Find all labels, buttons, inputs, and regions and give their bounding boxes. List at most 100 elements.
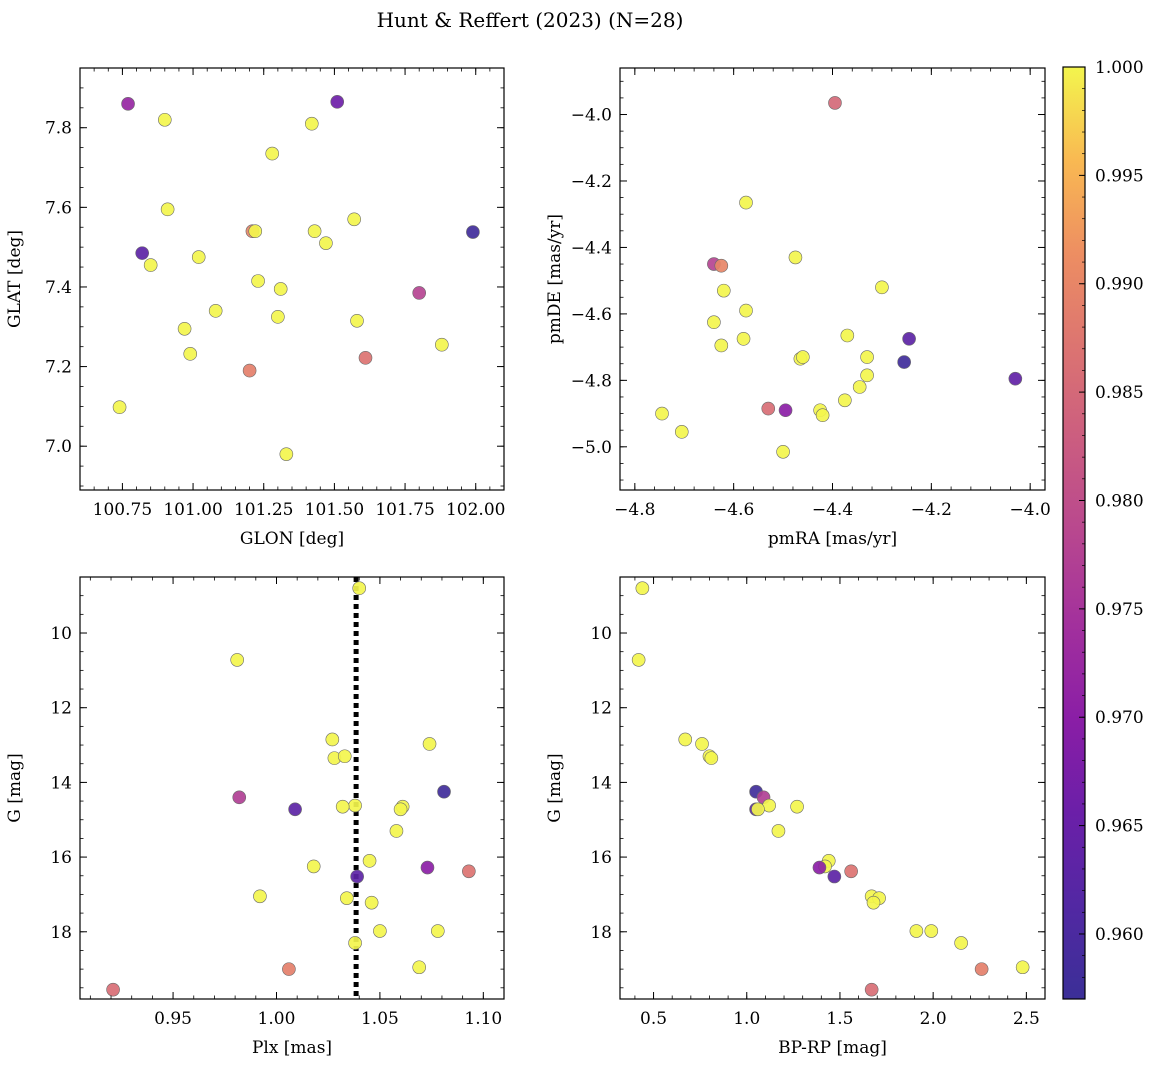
data-point xyxy=(112,400,127,414)
x-tick-label: 101.00 xyxy=(163,500,222,520)
x-tick-label: 1.5 xyxy=(826,1009,853,1029)
data-point xyxy=(242,363,257,378)
y-tick-label: 7.0 xyxy=(45,437,72,457)
data-point xyxy=(631,653,646,667)
data-point xyxy=(778,403,793,418)
data-point xyxy=(736,332,751,346)
data-point xyxy=(143,258,158,272)
data-point xyxy=(866,895,881,910)
data-point xyxy=(350,314,364,328)
x-tick-label: 2.5 xyxy=(1013,1009,1040,1029)
data-point xyxy=(815,408,830,423)
data-point xyxy=(695,737,709,751)
data-point xyxy=(909,924,924,938)
data-point xyxy=(704,751,719,765)
data-point xyxy=(348,936,362,950)
data-point xyxy=(393,802,408,817)
data-point xyxy=(412,960,427,975)
colorbar: 0.960 0.965 0.970 0.975 0.980 0.985 0.990 0.995… xyxy=(1062,58,1144,1000)
y-tick-label: 10 xyxy=(50,624,72,644)
data-point xyxy=(840,328,855,343)
points xyxy=(655,96,1023,459)
x-axis-label: GLON [deg] xyxy=(240,529,344,549)
y-tick-label: 7.6 xyxy=(45,198,72,218)
data-point xyxy=(160,202,175,217)
y-tick-label: 16 xyxy=(50,848,72,868)
data-point xyxy=(191,250,206,264)
data-point xyxy=(373,924,387,938)
y-tick-label: −4.4 xyxy=(571,238,612,258)
data-point xyxy=(860,350,874,364)
data-point xyxy=(864,982,879,997)
data-point xyxy=(389,824,404,838)
y-tick-label: 14 xyxy=(50,773,72,793)
data-point xyxy=(827,869,842,884)
axes-frame xyxy=(619,576,1046,1000)
x-tick-label: −4.2 xyxy=(911,500,952,520)
data-point xyxy=(183,347,198,361)
data-point xyxy=(761,401,776,416)
data-point xyxy=(307,224,322,239)
data-point xyxy=(335,799,350,814)
data-point xyxy=(319,236,333,250)
colorbar-tick-label: 0.975 xyxy=(1095,600,1144,620)
axes-frame xyxy=(79,67,505,491)
y-tick-label: 16 xyxy=(590,848,612,868)
data-point xyxy=(655,406,669,421)
y-axis-label: pmDE [mas/yr] xyxy=(545,214,565,344)
data-point xyxy=(412,286,427,300)
data-point xyxy=(974,962,989,976)
axes-frame xyxy=(79,576,505,1000)
data-point xyxy=(462,864,476,879)
data-point xyxy=(265,146,280,161)
x-tick-label: 1.10 xyxy=(464,1009,502,1029)
colorbar-tick-label: 0.985 xyxy=(1095,383,1144,403)
data-point xyxy=(924,924,939,938)
data-point xyxy=(790,799,804,814)
data-point xyxy=(812,860,827,875)
data-point xyxy=(158,112,172,127)
y-tick-label: 7.2 xyxy=(45,358,72,378)
x-axis-label: BP-RP [mag] xyxy=(778,1038,887,1058)
data-point xyxy=(674,425,689,439)
data-point xyxy=(707,315,721,329)
data-point xyxy=(208,304,223,318)
y-tick-label: 7.8 xyxy=(45,119,72,139)
data-point xyxy=(902,332,916,346)
x-axis-label: Plx [mas] xyxy=(252,1038,332,1058)
data-point xyxy=(304,116,319,131)
x-tick-label: 0.95 xyxy=(154,1009,192,1029)
x-tick-label: 1.0 xyxy=(733,1009,760,1029)
data-point xyxy=(739,303,753,318)
x-tick-label: −4.6 xyxy=(713,500,754,520)
data-point xyxy=(347,212,361,227)
colorbar-tick-label: 0.995 xyxy=(1095,166,1144,186)
data-point xyxy=(776,444,790,459)
x-tick-label: −4.8 xyxy=(614,500,655,520)
data-point xyxy=(860,368,874,383)
panel-pmra-pmde: −4.8 −4.6 −4.4 −4.2 −4.0 −5.0 −4.8 −4.6 −4.4 −4.2… xyxy=(545,67,1051,549)
data-point xyxy=(279,447,294,461)
figure-title: Hunt & Reffert (2023) (N=28) xyxy=(377,8,684,32)
x-tick-label: 100.75 xyxy=(93,500,152,520)
y-tick-label: 12 xyxy=(590,699,612,719)
colorbar-tick-label: 0.970 xyxy=(1095,708,1144,728)
data-point xyxy=(437,784,451,799)
x-axis-label: pmRA [mas/yr] xyxy=(768,529,897,549)
data-point xyxy=(875,280,889,295)
y-tick-label: 14 xyxy=(590,773,612,793)
data-point xyxy=(340,891,354,905)
data-point xyxy=(420,860,435,875)
data-point xyxy=(954,936,968,950)
data-point xyxy=(248,224,263,239)
colorbar-tick-label: 0.990 xyxy=(1095,275,1144,295)
data-point xyxy=(714,258,729,273)
y-tick-label: −4.6 xyxy=(571,305,612,325)
x-tick-label: 101.75 xyxy=(375,500,434,520)
data-point xyxy=(1015,960,1030,975)
y-tick-label: 18 xyxy=(590,923,612,943)
data-point xyxy=(751,802,765,817)
y-tick-label: −5.0 xyxy=(571,438,612,458)
data-point xyxy=(230,653,244,667)
y-tick-label: −4.0 xyxy=(571,106,612,126)
